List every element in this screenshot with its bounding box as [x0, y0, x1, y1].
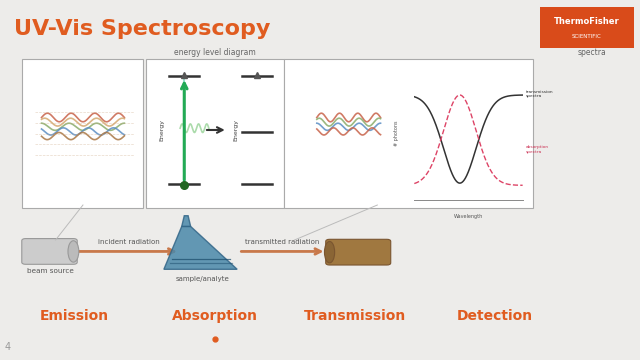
Text: Absorption: Absorption — [172, 309, 258, 323]
Text: beam source: beam source — [27, 268, 74, 274]
FancyBboxPatch shape — [326, 239, 391, 265]
Text: SCIENTIFIC: SCIENTIFIC — [572, 33, 602, 39]
Text: Energy: Energy — [234, 119, 238, 141]
Text: 4: 4 — [4, 342, 11, 352]
Text: Detection: Detection — [457, 309, 533, 323]
Text: Emission: Emission — [40, 309, 109, 323]
Text: transmitted radiation: transmitted radiation — [244, 239, 319, 246]
Text: sample/analyte: sample/analyte — [175, 276, 229, 282]
FancyBboxPatch shape — [284, 59, 534, 208]
Ellipse shape — [324, 242, 335, 263]
Text: UV-Vis Spectroscopy: UV-Vis Spectroscopy — [14, 19, 271, 39]
Polygon shape — [164, 226, 237, 269]
Text: incident radiation: incident radiation — [98, 239, 160, 246]
Text: Transmission: Transmission — [304, 309, 406, 323]
FancyBboxPatch shape — [22, 239, 77, 264]
FancyBboxPatch shape — [22, 59, 143, 208]
FancyBboxPatch shape — [540, 7, 634, 48]
Text: spectra: spectra — [578, 48, 607, 57]
FancyBboxPatch shape — [146, 59, 284, 208]
Text: Energy: Energy — [159, 119, 164, 141]
Polygon shape — [182, 216, 191, 226]
Ellipse shape — [68, 241, 79, 262]
Text: energy level diagram: energy level diagram — [174, 48, 256, 57]
Text: ThermoFisher: ThermoFisher — [554, 17, 620, 26]
